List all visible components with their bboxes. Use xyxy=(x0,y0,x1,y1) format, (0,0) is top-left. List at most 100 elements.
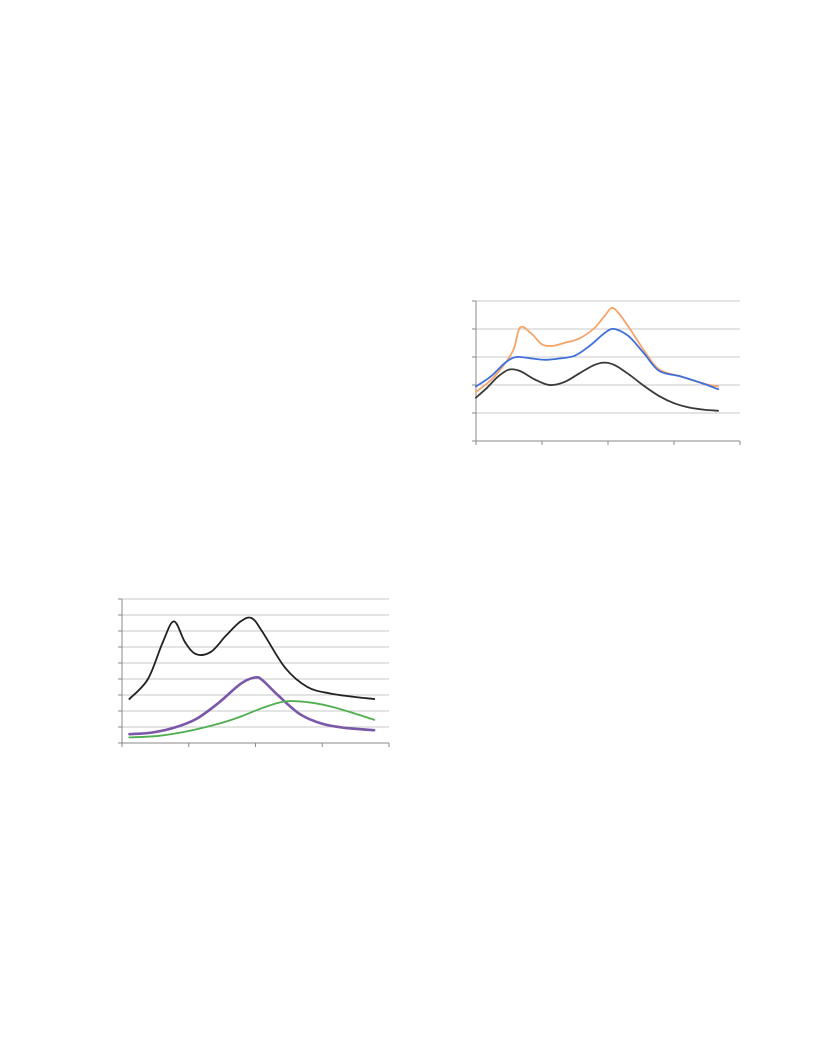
series-3-point xyxy=(239,715,242,718)
series-2-point xyxy=(643,353,646,356)
series-line-3 xyxy=(128,700,376,739)
series-3-point xyxy=(614,364,617,367)
series-3-point xyxy=(486,386,488,389)
series-2-point xyxy=(195,718,198,720)
series-line-2 xyxy=(475,327,719,391)
series-line-1 xyxy=(128,616,376,700)
series-3-point xyxy=(187,730,190,732)
series-3-point xyxy=(373,718,376,721)
series-3-point xyxy=(643,385,646,388)
series-1-point xyxy=(610,307,613,309)
series-3-point xyxy=(158,734,160,737)
series-2-point xyxy=(262,679,264,682)
series-1-point xyxy=(173,620,175,623)
series-2-point xyxy=(629,336,631,339)
series-1-point xyxy=(563,342,565,344)
series-1-point xyxy=(643,350,646,353)
series-3-point xyxy=(262,706,264,709)
series-1-point xyxy=(328,692,331,695)
series-1-point xyxy=(351,695,353,698)
series-1-point xyxy=(195,653,198,656)
series-2-point xyxy=(321,722,324,725)
series-3-point xyxy=(687,406,690,409)
series-3-point xyxy=(533,378,536,381)
series-2-point xyxy=(702,382,705,385)
series-2-point xyxy=(588,344,591,347)
series-2-point xyxy=(254,676,257,679)
series-1-point xyxy=(519,326,521,329)
series-2-point xyxy=(544,358,547,361)
series-3-point xyxy=(563,381,565,384)
series-1-point xyxy=(618,312,620,315)
series-3-point xyxy=(497,375,499,378)
series-1-point xyxy=(262,631,264,634)
series-line-1 xyxy=(475,307,719,393)
series-1-point xyxy=(239,620,242,623)
series-1-point xyxy=(511,350,514,353)
series-2-point xyxy=(559,357,562,360)
series-2-point xyxy=(680,375,683,378)
series-2-point xyxy=(150,731,153,734)
series-1-point xyxy=(577,337,580,340)
series-2-point xyxy=(658,370,661,372)
series-3-point xyxy=(519,370,521,372)
series-2-point xyxy=(603,332,606,335)
series-2-point xyxy=(489,375,492,378)
series-1-point xyxy=(147,678,149,680)
series-1-point xyxy=(603,315,606,318)
series-1-point xyxy=(592,328,595,330)
series-2-point xyxy=(343,726,346,729)
series-2-point xyxy=(239,682,242,685)
series-2-point xyxy=(128,733,131,736)
series-2-point xyxy=(610,328,613,330)
series-line-2 xyxy=(128,675,376,736)
series-3-point xyxy=(548,384,551,386)
series-2-point xyxy=(618,329,620,332)
series-1-point xyxy=(629,328,631,330)
series-3-point xyxy=(658,395,661,398)
series-3-point xyxy=(328,705,331,708)
series-2-point xyxy=(373,729,376,732)
series-2-point xyxy=(276,694,279,696)
bottom-left-line-chart xyxy=(118,598,390,747)
series-1-point xyxy=(250,617,253,620)
series-2-point xyxy=(717,388,719,391)
series-1-point xyxy=(552,344,554,347)
series-3-point xyxy=(508,368,510,371)
series-1-point xyxy=(530,332,532,335)
series-3-point xyxy=(351,711,353,714)
series-3-point xyxy=(217,722,220,725)
series-3-point xyxy=(603,361,606,364)
series-1-point xyxy=(210,650,212,653)
series-2-point xyxy=(173,726,175,729)
series-2-point xyxy=(504,361,507,364)
series-3-point xyxy=(306,701,309,704)
series-3-point xyxy=(475,396,477,399)
series-1-point xyxy=(493,375,496,378)
series-1-point xyxy=(541,343,543,346)
series-3-point xyxy=(673,402,675,405)
series-line-3 xyxy=(475,361,719,412)
series-2-point xyxy=(475,385,477,388)
series-2-point xyxy=(530,357,532,360)
series-1-point xyxy=(161,641,164,644)
series-1-point xyxy=(128,698,131,700)
series-1-point xyxy=(184,641,186,644)
series-3-point xyxy=(128,736,131,739)
top-right-line-chart xyxy=(472,300,741,445)
series-2-point xyxy=(515,356,518,358)
series-1-point xyxy=(373,698,376,700)
series-3-point xyxy=(577,372,580,375)
series-3-point xyxy=(592,364,595,367)
series-2-point xyxy=(217,702,220,704)
series-1-point xyxy=(306,686,309,688)
series-1-point xyxy=(284,666,287,669)
series-3-point xyxy=(702,408,705,411)
series-2-point xyxy=(574,354,576,357)
series-3-point xyxy=(717,409,719,412)
series-1-point xyxy=(475,391,477,393)
series-3-point xyxy=(629,374,631,377)
series-1-point xyxy=(717,385,719,388)
series-3-point xyxy=(284,700,287,703)
series-1-point xyxy=(224,634,227,637)
